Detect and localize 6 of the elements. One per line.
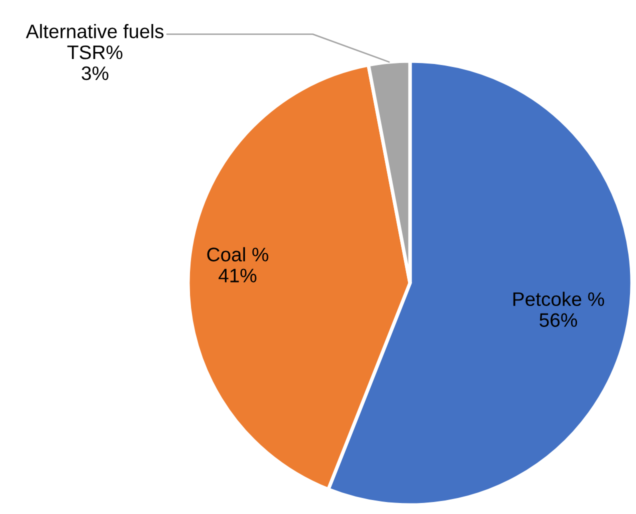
slice-label: Alternative fuels TSR% <box>26 24 164 60</box>
data-label: 56% <box>540 313 578 327</box>
slice-label: Petcoke % <box>513 292 604 306</box>
slice-label: Coal % <box>207 247 268 262</box>
data-label: 3% <box>82 66 108 80</box>
data-label: 41% <box>218 268 256 282</box>
